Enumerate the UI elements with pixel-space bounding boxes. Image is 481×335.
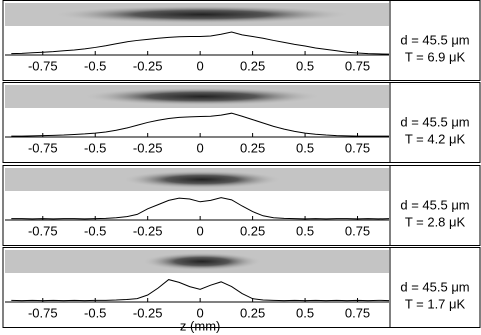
panel-annotation: d = 45.5 μm — [400, 32, 469, 47]
atom-cloud — [142, 252, 262, 271]
x-tick-label: -0.25 — [133, 223, 163, 238]
x-tick-label: -0.75 — [28, 140, 58, 155]
x-tick-label: -0.25 — [133, 305, 163, 320]
x-tick-label: 0.5 — [296, 305, 314, 320]
panel-frame — [2, 165, 481, 246]
x-tick-label: 0.75 — [345, 305, 370, 320]
panel-annotation: d = 45.5 μm — [400, 197, 469, 212]
atom-cloud — [52, 5, 352, 24]
x-tick-label: 0.25 — [240, 305, 265, 320]
x-axis-label: z (mm) — [180, 318, 220, 333]
panel-annotation: d = 45.5 μm — [400, 279, 469, 294]
panel-annotation: T = 1.7 μK — [405, 296, 466, 311]
x-tick-label: -0.75 — [28, 305, 58, 320]
x-tick-label: 0.75 — [345, 223, 370, 238]
profile-line — [11, 31, 390, 55]
x-tick-label: -0.25 — [133, 58, 163, 73]
x-tick-label: 0 — [197, 58, 204, 73]
x-tick-label: 0.5 — [296, 140, 314, 155]
x-tick-label: 0.25 — [240, 223, 265, 238]
panel-frame — [2, 82, 481, 163]
panel-frame — [2, 0, 481, 81]
x-tick-label: 0.75 — [345, 140, 370, 155]
atom-cloud — [122, 170, 282, 189]
atom-cloud — [82, 87, 322, 106]
x-tick-label: 0.75 — [345, 58, 370, 73]
profile-line — [11, 279, 390, 302]
x-tick-label: -0.75 — [28, 58, 58, 73]
panel-annotation: T = 2.8 μK — [405, 214, 466, 229]
x-tick-label: -0.25 — [133, 140, 163, 155]
x-tick-label: -0.75 — [28, 223, 58, 238]
x-tick-label: 0 — [197, 140, 204, 155]
panel-annotation: T = 6.9 μK — [405, 49, 466, 64]
x-tick-label: -0.5 — [84, 140, 106, 155]
panel-annotation: d = 45.5 μm — [400, 114, 469, 129]
x-tick-label: 0.5 — [296, 58, 314, 73]
x-tick-label: -0.5 — [84, 305, 106, 320]
x-tick-label: 0.25 — [240, 140, 265, 155]
x-tick-label: 0 — [197, 305, 204, 320]
panel-frame — [2, 247, 481, 328]
x-tick-label: -0.5 — [84, 223, 106, 238]
profile-line — [11, 197, 390, 220]
x-tick-label: 0.5 — [296, 223, 314, 238]
x-tick-label: -0.5 — [84, 58, 106, 73]
x-tick-label: 0.25 — [240, 58, 265, 73]
x-tick-label: 0 — [197, 223, 204, 238]
profile-line — [11, 112, 389, 137]
panel-annotation: T = 4.2 μK — [405, 131, 466, 146]
